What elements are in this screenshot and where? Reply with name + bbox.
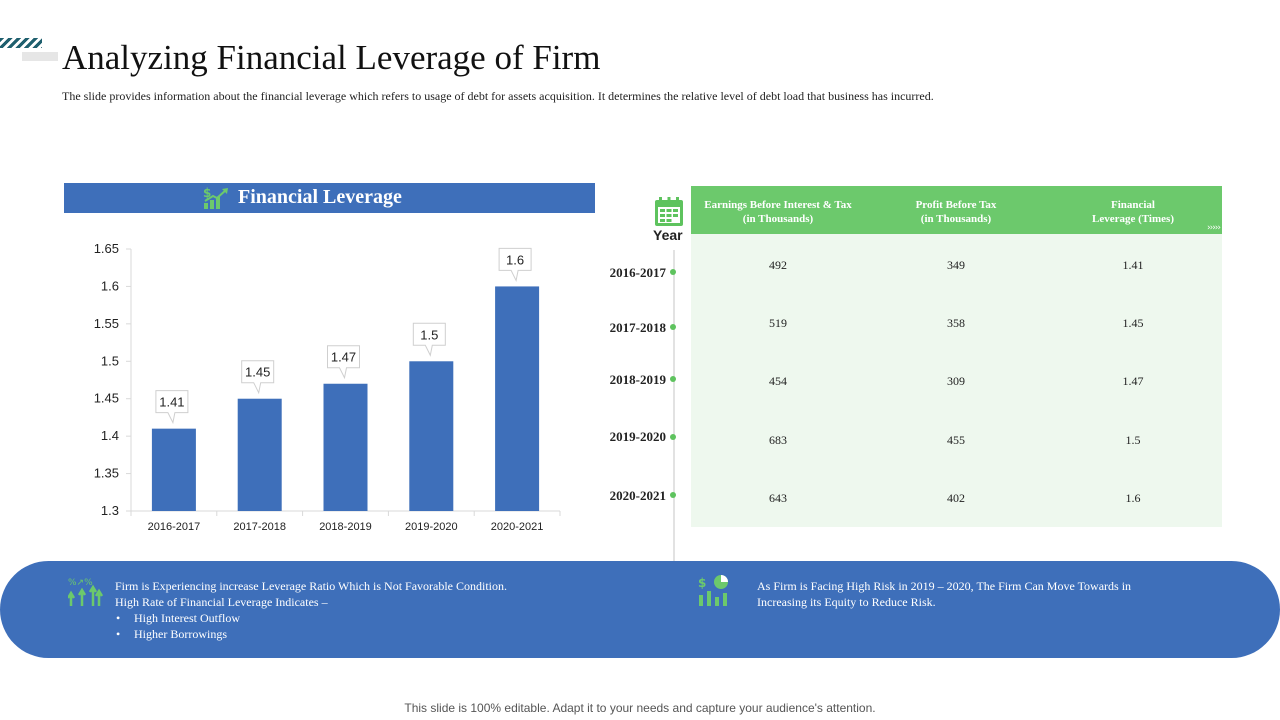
svg-text:$: $ (203, 186, 211, 200)
table-cell: 402 (947, 491, 965, 505)
x-tick-label: 2020-2021 (491, 521, 544, 533)
data-label: 1.41 (159, 395, 184, 410)
bar (409, 361, 454, 511)
y-tick-label: 1.45 (94, 391, 119, 406)
data-label-callout (241, 360, 275, 395)
timeline-dot (670, 324, 676, 330)
year-row-label: 2016-2017 (609, 265, 666, 280)
year-row-label: 2018-2019 (609, 372, 666, 387)
column-header-line: Financial (1110, 199, 1155, 211)
y-tick-label: 1.6 (101, 278, 119, 293)
bar (151, 428, 196, 511)
table-cell: 1.45 (1122, 316, 1144, 330)
column-header-ebit: Earnings Before Interest & Tax (in Thous… (693, 198, 863, 226)
x-tick-label: 2016-2017 (148, 521, 201, 533)
corner-stripes-decoration (0, 38, 42, 48)
insight-bullet-list: High Interest Outflow Higher Borrowings (115, 610, 507, 642)
leverage-arrows-icon: %↗% (68, 578, 104, 606)
y-tick-label: 1.5 (101, 353, 119, 368)
y-tick-label: 1.65 (94, 241, 119, 256)
financial-leverage-bar-chart: 1.65 1.6 1.55 1.5 1.45 1.4 1.35 1.3 2016-2017 1.4… (94, 241, 561, 533)
y-tick-label: 1.55 (94, 316, 119, 331)
dollar-growth-icon: $ (203, 186, 228, 209)
table-cell: 454 (769, 374, 787, 388)
column-header-line: (in Thousands) (920, 213, 992, 225)
x-tick-label: 2018-2019 (319, 521, 372, 533)
insight-banner: %↗% Firm is Experiencing increase Levera… (0, 561, 1280, 658)
column-header-line: Leverage (Times) (1092, 213, 1174, 225)
x-tick-label: 2019-2020 (405, 521, 458, 533)
y-tick-label: 1.3 (101, 503, 119, 518)
svg-text:$: $ (698, 576, 706, 590)
data-label-callout (498, 247, 532, 282)
table-cell: 519 (769, 316, 787, 330)
table-cell: 1.41 (1122, 258, 1144, 272)
data-label: 1.5 (420, 327, 438, 342)
timeline-dot (670, 492, 676, 498)
table-cell: 309 (947, 374, 965, 388)
list-item: Higher Borrowings (116, 626, 507, 642)
chart-panel-header: $ Financial Leverage (64, 183, 595, 213)
table-cell: 1.5 (1125, 433, 1141, 447)
column-header-leverage: Financial Leverage (Times) (1048, 198, 1218, 226)
chevron-right-icon: ››››› (1207, 223, 1221, 233)
y-tick-label: 1.4 (101, 428, 119, 443)
timeline-dot (670, 269, 676, 275)
bar (323, 383, 368, 511)
x-tick-label: 2017-2018 (233, 521, 286, 533)
insight-line: Firm is Experiencing increase Leverage R… (115, 579, 508, 593)
right-insight-text: As Firm is Facing High Risk in 2019 – 20… (757, 578, 1131, 610)
data-label: 1.45 (245, 365, 270, 380)
column-header-line: (in Thousands) (742, 213, 814, 225)
timeline-dot (670, 434, 676, 440)
year-label: Year (653, 227, 683, 243)
column-header-line: Earnings Before Interest & Tax (704, 199, 852, 211)
data-label-callout (412, 322, 446, 357)
table-cell: 349 (947, 258, 965, 272)
table-cell: 492 (769, 258, 787, 272)
table-cell: 455 (947, 433, 965, 447)
bar (495, 286, 540, 511)
data-label: 1.6 (506, 252, 524, 267)
table-cell: 1.47 (1122, 374, 1144, 388)
insight-line: As Firm is Facing High Risk in 2019 – 20… (757, 579, 1132, 593)
left-insight-text: Firm is Experiencing increase Leverage R… (115, 578, 507, 642)
calendar-icon (655, 197, 683, 226)
page-title: Analyzing Financial Leverage of Firm (62, 38, 601, 77)
column-header-line: Profit Before Tax (915, 199, 997, 211)
bar (237, 398, 282, 511)
table-cell: 683 (769, 433, 787, 447)
table-cell: 1.6 (1125, 491, 1141, 505)
insight-line: Increasing its Equity to Reduce Risk. (757, 595, 936, 609)
risk-chart-icon: $ (698, 575, 728, 606)
table-cell: 643 (769, 491, 787, 505)
y-tick-label: 1.35 (94, 466, 119, 481)
table-cell: 358 (947, 316, 965, 330)
data-label-callout (155, 390, 189, 425)
page-subtitle: The slide provides information about the… (62, 89, 934, 103)
timeline-line (673, 250, 675, 562)
year-row-label: 2019-2020 (609, 429, 666, 444)
svg-text:%↗%: %↗% (68, 578, 93, 588)
timeline-dot (670, 376, 676, 382)
year-row-label: 2020-2021 (609, 488, 666, 503)
footer-note: This slide is 100% editable. Adapt it to… (404, 701, 876, 715)
year-row-label: 2017-2018 (609, 320, 666, 335)
insight-line: High Rate of Financial Leverage Indicate… (115, 595, 328, 609)
chart-panel-title: Financial Leverage (238, 186, 402, 208)
corner-bar-decoration (22, 52, 58, 61)
column-header-pbt: Profit Before Tax (in Thousands) (871, 198, 1041, 226)
data-label-callout (327, 345, 360, 380)
data-label: 1.47 (331, 350, 356, 365)
table-header: Earnings Before Interest & Tax (in Thous… (691, 186, 1222, 234)
table-body: 492 349 1.41 519 358 1.45 454 309 1.47 6… (691, 234, 1222, 527)
list-item: High Interest Outflow (116, 610, 507, 626)
